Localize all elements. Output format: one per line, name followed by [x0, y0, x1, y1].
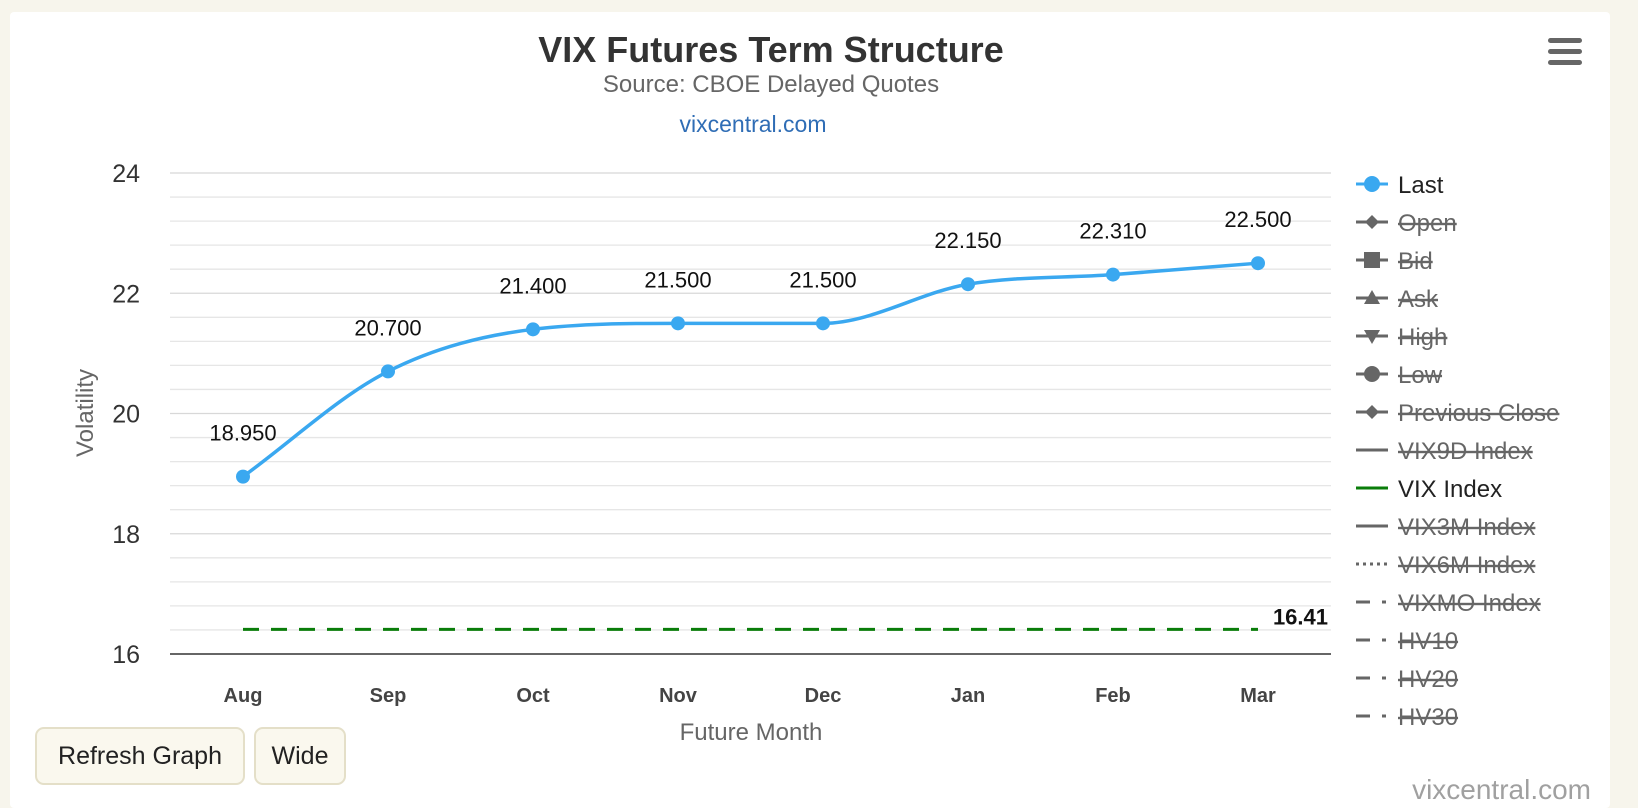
last-point[interactable]: [1251, 256, 1265, 271]
legend-triangle-down-marker: [1364, 330, 1380, 344]
legend-triangle-marker: [1364, 290, 1380, 304]
last-value-label: 20.700: [354, 315, 421, 340]
x-tick-label: Feb: [1095, 685, 1131, 707]
legend-item-hv20[interactable]: HV20: [1356, 666, 1458, 693]
legend-item-previous-close[interactable]: Previous Close: [1356, 400, 1559, 427]
y-tick-label: 16: [112, 641, 140, 669]
y-tick-label: 22: [112, 280, 140, 308]
legend-item-vix3m-index[interactable]: VIX3M Index: [1356, 514, 1535, 541]
y-tick-labels: 16 18 20 22 24: [112, 160, 140, 669]
legend-label: HV10: [1398, 628, 1458, 655]
last-point[interactable]: [671, 316, 685, 331]
legend-diamond-marker: [1365, 405, 1379, 419]
x-tick-label: Sep: [370, 685, 407, 707]
legend-label: High: [1398, 324, 1447, 351]
last-value-label: 18.950: [209, 421, 276, 446]
last-value-label: 22.150: [934, 228, 1001, 253]
last-value-label: 21.400: [499, 273, 566, 298]
legend-label: Open: [1398, 210, 1457, 237]
x-tick-label: Aug: [224, 685, 263, 707]
legend-label: Low: [1398, 362, 1443, 389]
hamburger-menu-icon[interactable]: [1548, 38, 1582, 65]
data-labels: 16.41 18.950 20.700 21.400 21.500 21.500 22.15…: [209, 207, 1328, 629]
credits-link[interactable]: vixcentral.com: [1412, 774, 1591, 805]
vix-index-value-label: 16.41: [1273, 604, 1328, 629]
legend-item-vixmo-index[interactable]: VIXMO Index: [1356, 590, 1541, 617]
legend-label: Bid: [1398, 248, 1433, 275]
series-layer: [236, 256, 1265, 631]
legend-square-marker: [1364, 252, 1380, 268]
source-link[interactable]: vixcentral.com: [680, 111, 827, 137]
x-tick-label: Nov: [659, 685, 698, 707]
legend[interactable]: Last Open Bid Ask High Low Previous Close VIX9D…: [1356, 172, 1559, 731]
legend-item-hv10[interactable]: HV10: [1356, 628, 1458, 655]
last-point[interactable]: [1106, 267, 1120, 282]
last-point[interactable]: [381, 364, 395, 379]
x-tick-label: Mar: [1240, 685, 1276, 707]
legend-label: Ask: [1398, 286, 1439, 313]
y-tick-label: 18: [112, 521, 140, 549]
legend-item-bid[interactable]: Bid: [1356, 248, 1433, 275]
x-tick-labels: Aug Sep Oct Nov Dec Jan Feb Mar: [224, 685, 1276, 707]
legend-label: VIX3M Index: [1398, 514, 1535, 541]
legend-label: VIX6M Index: [1398, 552, 1535, 579]
last-value-label: 21.500: [789, 267, 856, 292]
last-point[interactable]: [961, 277, 975, 292]
last-point[interactable]: [816, 316, 830, 331]
legend-diamond-marker: [1365, 215, 1379, 229]
last-value-label: 22.310: [1079, 219, 1146, 244]
legend-item-vix-index[interactable]: VIX Index: [1356, 476, 1502, 503]
legend-circle-marker: [1364, 176, 1380, 192]
y-tick-label: 20: [112, 401, 140, 429]
x-tick-label: Dec: [805, 685, 842, 707]
legend-label: HV30: [1398, 704, 1458, 731]
y-axis-title: Volatility: [72, 369, 99, 457]
legend-label: Last: [1398, 172, 1444, 199]
chart-subtitle: Source: CBOE Delayed Quotes: [603, 71, 939, 98]
legend-item-vix6m-index[interactable]: VIX6M Index: [1356, 552, 1535, 579]
legend-item-low[interactable]: Low: [1356, 362, 1443, 389]
last-point[interactable]: [236, 469, 250, 484]
legend-item-open[interactable]: Open: [1356, 210, 1457, 237]
legend-label: VIXMO Index: [1398, 590, 1541, 617]
last-series-line: [241, 261, 1259, 479]
grid-lines: [170, 172, 1331, 631]
legend-circle-marker: [1364, 366, 1380, 382]
legend-label: VIX9D Index: [1398, 438, 1533, 465]
legend-item-last[interactable]: Last: [1356, 172, 1444, 199]
last-value-label: 22.500: [1224, 207, 1291, 232]
x-tick-label: Oct: [516, 685, 550, 707]
refresh-graph-button[interactable]: Refresh Graph: [35, 727, 245, 785]
x-axis-title: Future Month: [680, 719, 823, 746]
chart-card: [10, 12, 1610, 808]
legend-item-vix9d-index[interactable]: VIX9D Index: [1356, 438, 1533, 465]
legend-label: VIX Index: [1398, 476, 1502, 503]
last-point[interactable]: [526, 322, 540, 337]
legend-label: Previous Close: [1398, 400, 1559, 427]
wide-button[interactable]: Wide: [254, 727, 346, 785]
legend-item-high[interactable]: High: [1356, 324, 1447, 351]
legend-item-hv30[interactable]: HV30: [1356, 704, 1458, 731]
x-tick-label: Jan: [951, 685, 985, 707]
last-value-label: 21.500: [644, 267, 711, 292]
chart-title: VIX Futures Term Structure: [538, 29, 1003, 70]
y-tick-label: 24: [112, 160, 140, 188]
legend-item-ask[interactable]: Ask: [1356, 286, 1439, 313]
legend-label: HV20: [1398, 666, 1458, 693]
